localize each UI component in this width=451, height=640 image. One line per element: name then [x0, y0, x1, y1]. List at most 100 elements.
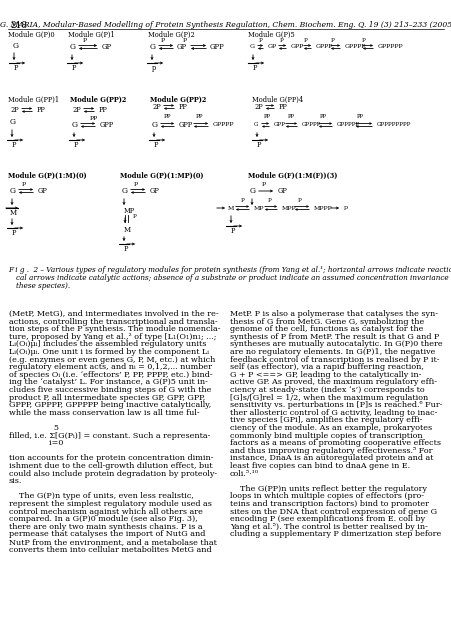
Text: G: G	[10, 118, 16, 126]
Text: M: M	[227, 205, 234, 211]
Text: genome of the cell, functions as catalyst for the: genome of the cell, functions as catalys…	[230, 325, 423, 333]
Text: The G(PP)n units reflect better the regulatory: The G(PP)n units reflect better the regu…	[230, 485, 426, 493]
Text: G. MARIA, Modular-Based Modelling of Protein Synthesis Regulation, Chem. Biochem: G. MARIA, Modular-Based Modelling of Pro…	[0, 21, 451, 29]
Text: commonly bind multiple copies of transcription: commonly bind multiple copies of transcr…	[230, 431, 422, 440]
Text: feedback control of transcription is realised by P it-: feedback control of transcription is rea…	[230, 356, 438, 364]
Text: p: p	[343, 205, 347, 211]
Text: cal arrows indicate catalytic actions; absence of a substrate or product indicat: cal arrows indicate catalytic actions; a…	[16, 274, 451, 282]
Text: and thus improving regulatory effectiveness.⁵ For: and thus improving regulatory effectiven…	[230, 447, 432, 455]
Text: GPPPPP: GPPPPP	[336, 122, 359, 127]
Text: GPPPPPPPP: GPPPPPPPP	[376, 122, 410, 127]
Text: these species).: these species).	[16, 282, 70, 290]
Text: 2P: 2P	[10, 106, 18, 114]
Text: 2P: 2P	[253, 103, 262, 111]
Text: syntheses are mutually autocatalytic. In G(P)0 there: syntheses are mutually autocatalytic. In…	[230, 340, 442, 348]
Text: thesis of G from MetG. Gene G, symbolizing the: thesis of G from MetG. Gene G, symbolizi…	[230, 317, 423, 326]
Text: P: P	[72, 64, 76, 72]
Text: instance, DnaA is an autoregulated protein and at: instance, DnaA is an autoregulated prote…	[230, 454, 433, 462]
Text: GP: GP	[277, 187, 287, 195]
Text: ishment due to the cell-growth dilution effect, but: ishment due to the cell-growth dilution …	[9, 462, 212, 470]
Text: PP: PP	[179, 103, 187, 111]
Text: GPPPP: GPPPP	[301, 122, 321, 127]
Text: i=0: i=0	[9, 439, 63, 447]
Text: MPP: MPP	[281, 205, 296, 211]
Text: 2P: 2P	[72, 106, 80, 114]
Text: G: G	[72, 121, 78, 129]
Text: PP: PP	[263, 115, 271, 120]
Text: represent the simplest regulatory module used as: represent the simplest regulatory module…	[9, 500, 212, 508]
Text: G: G	[13, 42, 19, 50]
Text: cluding a supplementary P dimerization step before: cluding a supplementary P dimerization s…	[230, 531, 440, 538]
Text: P: P	[161, 38, 165, 44]
Text: Module G(P)0: Module G(P)0	[8, 31, 55, 39]
Text: Module G(P)5: Module G(P)5	[248, 31, 294, 39]
Text: GPP: GPP	[210, 43, 224, 51]
Text: actions, controlling the transcriptional and transla-: actions, controlling the transcriptional…	[9, 317, 217, 326]
Text: P: P	[133, 182, 138, 188]
Text: (MetP, MetG), and intermediates involved in the re-: (MetP, MetG), and intermediates involved…	[9, 310, 218, 318]
Text: GP: GP	[150, 187, 159, 195]
Text: teins and transcription factors) bind to promoter: teins and transcription factors) bind to…	[230, 500, 428, 508]
Text: The G(P)n type of units, even less realistic,: The G(P)n type of units, even less reali…	[9, 492, 193, 500]
Text: GPP: GPP	[290, 45, 304, 49]
Text: least five copies can bind to dnaA gene in E.: least five copies can bind to dnaA gene …	[230, 462, 409, 470]
Text: P: P	[83, 38, 87, 44]
Text: P: P	[124, 245, 128, 253]
Text: Module G(P)(1:MP)(0): Module G(P)(1:MP)(0)	[120, 172, 203, 180]
Text: Lᵢ(Oᵢ)μᵢ. One unit i is formed by the component Lᵢ: Lᵢ(Oᵢ)μᵢ. One unit i is formed by the co…	[9, 348, 208, 356]
Text: compared. In a G(P)0 module (see also Fig. 3),: compared. In a G(P)0 module (see also Fi…	[9, 515, 198, 524]
Text: GPP: GPP	[273, 122, 285, 127]
Text: of species Oᵢ (i.e. ‘effectors’ P, PP, PPPP, etc.) bind-: of species Oᵢ (i.e. ‘effectors’ P, PP, P…	[9, 371, 212, 379]
Text: G: G	[249, 45, 254, 49]
Text: GPPPPP: GPPPPP	[377, 45, 403, 49]
Text: coli.⁵·¹⁰: coli.⁵·¹⁰	[230, 470, 258, 477]
Text: P: P	[230, 227, 235, 235]
Text: PP: PP	[37, 106, 46, 114]
Text: GPP: GPP	[100, 121, 114, 129]
Text: P: P	[74, 141, 78, 149]
Text: sensitivity vs. perturbations in [P]s is reached.⁶ Fur-: sensitivity vs. perturbations in [P]s is…	[230, 401, 442, 409]
Text: P: P	[361, 38, 364, 44]
Text: loops in which multiple copies of effectors (pro-: loops in which multiple copies of effect…	[230, 492, 423, 500]
Text: Module G(PP)2: Module G(PP)2	[70, 96, 126, 104]
Text: P: P	[22, 182, 26, 188]
Text: ing the ‘catalyst’ L. For instance, a G(P)5 unit in-: ing the ‘catalyst’ L. For instance, a G(…	[9, 378, 207, 387]
Text: while the mass conservation law is all time ful-: while the mass conservation law is all t…	[9, 409, 199, 417]
Text: G: G	[150, 43, 156, 51]
Text: tion steps of the P synthesis. The module nomencla-: tion steps of the P synthesis. The modul…	[9, 325, 220, 333]
Text: MetP. P is also a polymerase that catalyses the syn-: MetP. P is also a polymerase that cataly…	[230, 310, 437, 318]
Text: ciency of the module. As an example, prokaryotes: ciency of the module. As an example, pro…	[230, 424, 431, 432]
Text: tive species [GPi], amplifies the regulatory effi-: tive species [GPi], amplifies the regula…	[230, 417, 421, 424]
Text: PP: PP	[287, 115, 295, 120]
Text: P: P	[12, 141, 16, 149]
Text: Module G(PP)4: Module G(PP)4	[252, 96, 303, 104]
Text: GPPP, GPPPP, GPPPPP being inactive catalytically,: GPPP, GPPPP, GPPPPP being inactive catal…	[9, 401, 211, 409]
Text: GPPPP: GPPPP	[212, 122, 234, 127]
Text: P: P	[183, 38, 187, 44]
Text: G: G	[122, 187, 128, 195]
Text: [G]s/[G]rel = 1/2, when the maximum regulation: [G]s/[G]rel = 1/2, when the maximum regu…	[230, 394, 427, 402]
Text: MP: MP	[253, 205, 264, 211]
Text: Module G(P)1: Module G(P)1	[68, 31, 115, 39]
Text: are no regulatory elements. In G(P)1, the negative: are no regulatory elements. In G(P)1, th…	[230, 348, 434, 356]
Text: synthesis of P from MetP. The result is that G and P: synthesis of P from MetP. The result is …	[230, 333, 438, 340]
Text: Module G(PP)1: Module G(PP)1	[8, 96, 59, 104]
Text: GPPPP: GPPPP	[344, 45, 366, 49]
Text: G: G	[152, 121, 158, 129]
Text: GPP: GPP	[179, 121, 193, 129]
Text: permease that catalyses the import of NutG and: permease that catalyses the import of Nu…	[9, 531, 205, 538]
Text: M: M	[10, 209, 17, 217]
Text: PP: PP	[319, 115, 326, 120]
Text: GPPP: GPPP	[315, 45, 333, 49]
Text: sites on the DNA that control expression of gene G: sites on the DNA that control expression…	[230, 508, 436, 516]
Text: active GP. As proved, the maximum regulatory effi-: active GP. As proved, the maximum regula…	[230, 378, 436, 387]
Text: P: P	[303, 38, 307, 44]
Text: 218: 218	[10, 20, 27, 29]
Text: GP: GP	[102, 43, 112, 51]
Text: Yang et al.⁵). The control is better realised by in-: Yang et al.⁵). The control is better rea…	[230, 523, 427, 531]
Text: sis.: sis.	[9, 477, 23, 485]
Text: ciency at steady-state (index ‘s’) corresponds to: ciency at steady-state (index ‘s’) corre…	[230, 386, 423, 394]
Text: P: P	[330, 38, 333, 44]
Text: Module G(P)(1:M)(0): Module G(P)(1:M)(0)	[8, 172, 87, 180]
Text: PP: PP	[99, 106, 107, 114]
